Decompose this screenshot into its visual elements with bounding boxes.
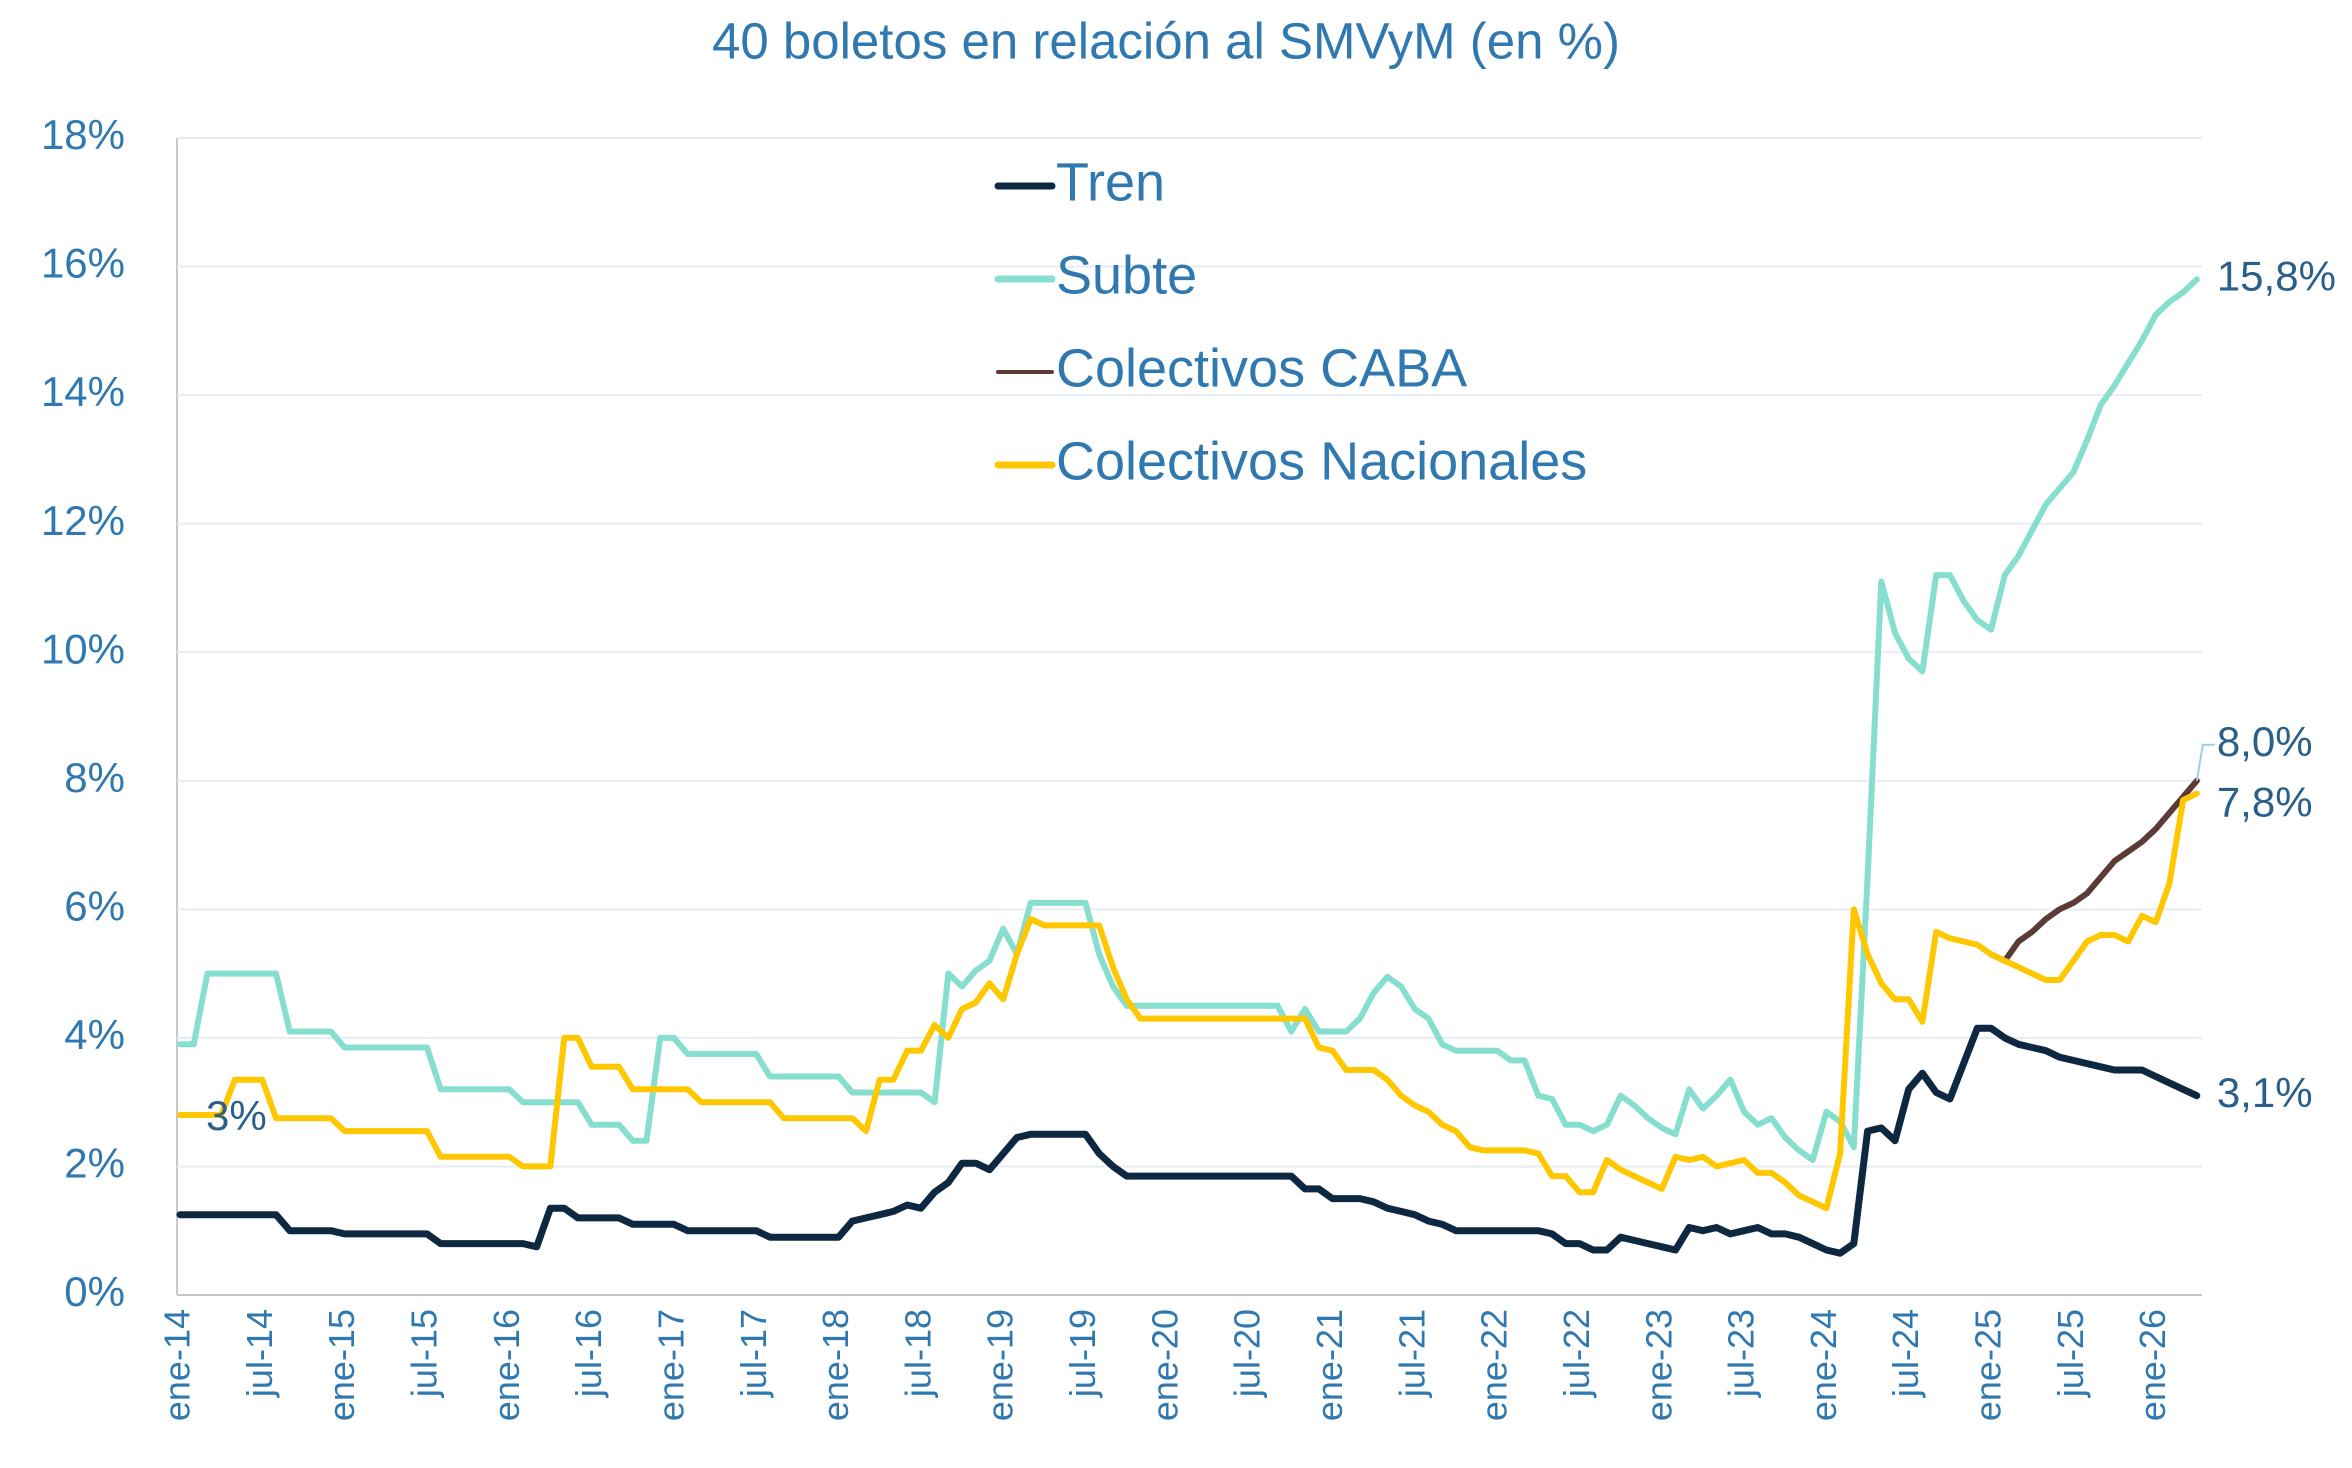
series-line: [177, 790, 2200, 1212]
x-tick-label: jul-15: [403, 1309, 444, 1398]
x-tick-label: ene-25: [1968, 1309, 2009, 1421]
x-tick-label: ene-14: [157, 1309, 198, 1421]
x-tick-label: ene-16: [486, 1309, 527, 1421]
x-tick-label: jul-14: [239, 1309, 280, 1398]
x-tick-label: jul-20: [1227, 1309, 1268, 1398]
end-label: 15,8%: [2217, 253, 2336, 300]
y-tick-label: 8%: [64, 754, 125, 801]
series-line: [177, 276, 2200, 1163]
y-tick-label: 2%: [64, 1140, 125, 1187]
y-tick-label: 0%: [64, 1268, 125, 1315]
x-tick-label: ene-23: [1638, 1309, 1679, 1421]
series-line: [176, 1024, 2201, 1257]
chart-title: 40 boletos en relación al SMVyM (en %): [712, 12, 1620, 69]
y-tick-label: 4%: [64, 1011, 125, 1058]
x-tick-label: ene-26: [2132, 1309, 2173, 1421]
y-tick-label: 18%: [41, 111, 125, 158]
x-tick-label: jul-16: [568, 1309, 609, 1398]
legend-label: Subte: [1056, 245, 1197, 305]
x-tick-label: ene-21: [1309, 1309, 1350, 1421]
x-tick-label: ene-18: [815, 1309, 856, 1421]
series-line: [1988, 777, 2200, 964]
label-leader: [2195, 743, 2215, 781]
legend-label: Colectivos Nacionales: [1056, 431, 1587, 491]
legend-label: Colectivos CABA: [1056, 338, 1467, 398]
x-tick-label: jul-18: [897, 1309, 938, 1398]
x-tick-label: ene-22: [1474, 1309, 1515, 1421]
y-tick-label: 6%: [64, 882, 125, 929]
start-label: 3%: [206, 1092, 267, 1139]
x-tick-label: ene-17: [650, 1309, 691, 1421]
y-tick-label: 12%: [41, 497, 125, 544]
x-tick-label: jul-17: [733, 1309, 774, 1398]
x-tick-label: jul-21: [1391, 1309, 1432, 1398]
x-tick-label: jul-22: [1556, 1309, 1597, 1398]
end-label: 8,0%: [2217, 718, 2313, 765]
x-tick-label: ene-24: [1803, 1309, 1844, 1421]
end-label: 3,1%: [2217, 1069, 2313, 1116]
y-tick-label: 16%: [41, 240, 125, 287]
end-label: 7,8%: [2217, 779, 2313, 826]
x-tick-label: jul-23: [1721, 1309, 1762, 1398]
y-tick-label: 10%: [41, 625, 125, 672]
x-tick-label: ene-19: [980, 1309, 1021, 1421]
x-tick-label: jul-24: [1885, 1309, 1926, 1398]
x-tick-label: jul-19: [1062, 1309, 1103, 1398]
x-tick-label: jul-25: [2050, 1309, 2091, 1398]
x-tick-label: ene-20: [1144, 1309, 1185, 1421]
legend-label: Tren: [1056, 152, 1165, 212]
y-tick-label: 14%: [41, 368, 125, 415]
x-tick-label: ene-15: [321, 1309, 362, 1421]
